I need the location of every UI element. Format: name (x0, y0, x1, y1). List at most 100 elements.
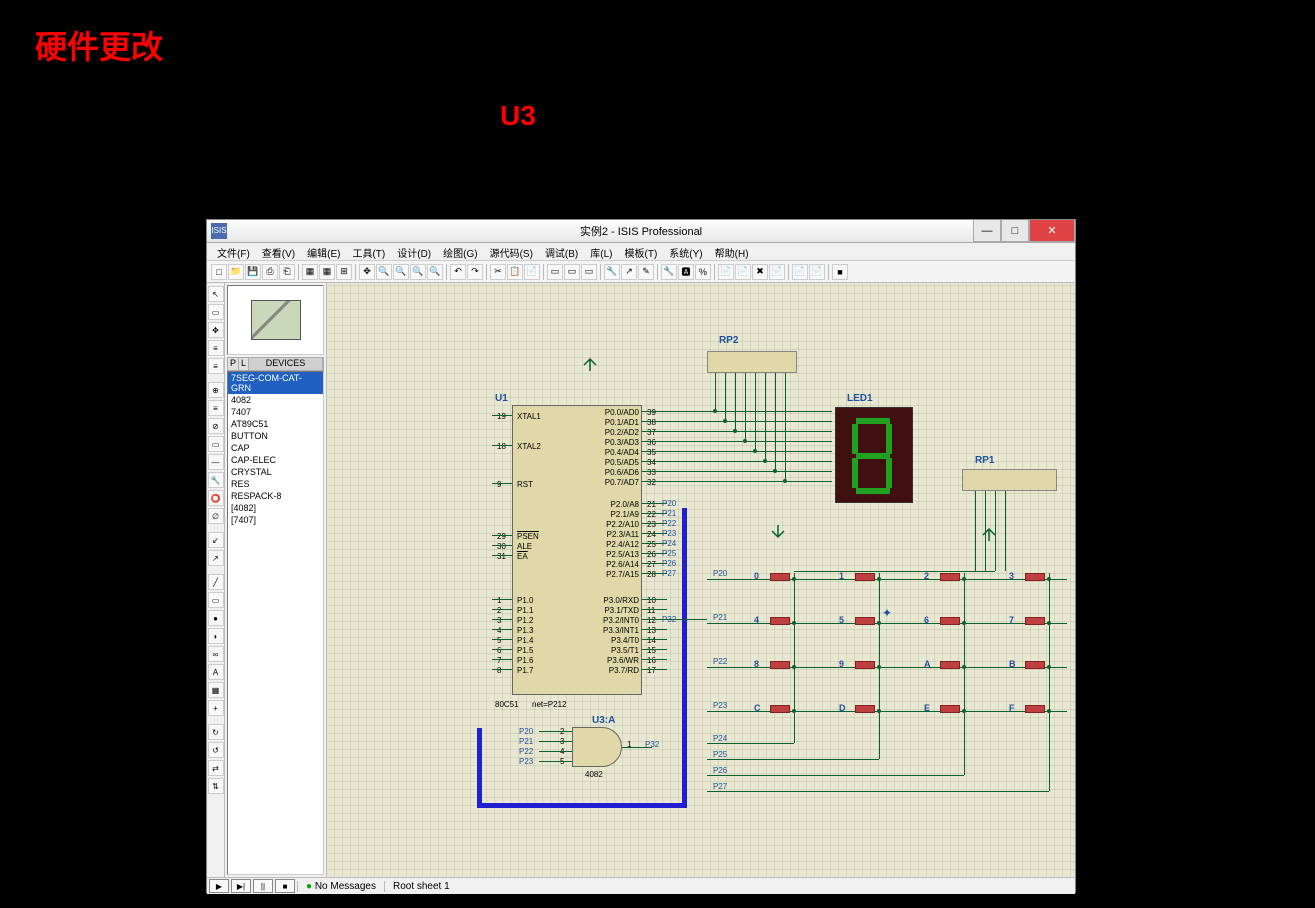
toolbar-button[interactable]: ⎙ (262, 264, 278, 280)
device-item[interactable]: CRYSTAL (228, 466, 323, 478)
toolbar-button[interactable]: ✂ (490, 264, 506, 280)
toolbar-button[interactable]: 🔍 (376, 264, 392, 280)
toolbar-button[interactable]: ↗ (621, 264, 637, 280)
toolbar-button[interactable]: ▭ (581, 264, 597, 280)
keypad-button[interactable]: A (932, 661, 960, 675)
mode-button[interactable]: ⊘ (208, 418, 224, 434)
mode-button[interactable]: ≡ (208, 400, 224, 416)
device-item[interactable]: 4082 (228, 394, 323, 406)
header-devices[interactable]: DEVICES (249, 358, 323, 370)
mode-button[interactable]: ⊕ (208, 382, 224, 398)
mode-button[interactable]: ↻ (208, 724, 224, 740)
keypad-button[interactable]: 9 (847, 661, 875, 675)
sim-play[interactable]: ▶ (209, 879, 229, 893)
toolbar-button[interactable]: 🔍 (410, 264, 426, 280)
sim-pause[interactable]: || (253, 879, 273, 893)
keypad-button[interactable]: E (932, 705, 960, 719)
keypad-button[interactable]: F (1017, 705, 1045, 719)
menu-item[interactable]: 帮助(H) (709, 243, 755, 260)
mode-button[interactable]: ╱ (208, 574, 224, 590)
menu-item[interactable]: 系统(Y) (663, 243, 708, 260)
toolbar-button[interactable]: 💾 (245, 264, 261, 280)
mode-button[interactable]: ↖ (208, 286, 224, 302)
device-item[interactable]: RES (228, 478, 323, 490)
device-item[interactable]: [7407] (228, 514, 323, 526)
keypad-button[interactable]: C (762, 705, 790, 719)
keypad-button[interactable]: D (847, 705, 875, 719)
toolbar-button[interactable]: ↷ (467, 264, 483, 280)
toolbar-button[interactable]: 🔍 (427, 264, 443, 280)
mode-button[interactable]: ▭ (208, 436, 224, 452)
menu-item[interactable]: 源代码(S) (484, 243, 539, 260)
keypad-button[interactable]: 4 (762, 617, 790, 631)
overview[interactable] (227, 285, 324, 355)
toolbar-button[interactable]: ▭ (547, 264, 563, 280)
mode-button[interactable]: ◗ (208, 628, 224, 644)
toolbar-button[interactable]: ✎ (638, 264, 654, 280)
toolbar-button[interactable]: 📁 (228, 264, 244, 280)
rp1-body[interactable] (962, 469, 1057, 491)
toolbar-button[interactable]: ⎗ (279, 264, 295, 280)
toolbar-button[interactable]: 🔍 (393, 264, 409, 280)
toolbar-button[interactable]: ↶ (450, 264, 466, 280)
mode-button[interactable]: ✥ (208, 322, 224, 338)
menu-item[interactable]: 编辑(E) (301, 243, 346, 260)
mode-button[interactable]: — (208, 454, 224, 470)
toolbar-button[interactable]: 🔧 (604, 264, 620, 280)
mode-button[interactable]: ▭ (208, 592, 224, 608)
keypad-button[interactable]: 7 (1017, 617, 1045, 631)
toolbar-button[interactable]: 📄 (735, 264, 751, 280)
toolbar-button[interactable]: 📄 (809, 264, 825, 280)
device-item[interactable]: [4082] (228, 502, 323, 514)
device-list[interactable]: 7SEG-COM-CAT-GRN40827407AT89C51BUTTONCAP… (227, 371, 324, 875)
header-p[interactable]: P (228, 358, 239, 370)
mode-button[interactable]: 🔧 (208, 472, 224, 488)
sim-stop[interactable]: ■ (275, 879, 295, 893)
device-item[interactable]: BUTTON (228, 430, 323, 442)
keypad-button[interactable]: 2 (932, 573, 960, 587)
menu-item[interactable]: 模板(T) (619, 243, 664, 260)
toolbar-button[interactable]: 🅰 (678, 264, 694, 280)
toolbar-button[interactable]: ■ (832, 264, 848, 280)
toolbar-button[interactable]: ▦ (302, 264, 318, 280)
keypad-button[interactable]: 0 (762, 573, 790, 587)
mode-button[interactable]: ∅ (208, 508, 224, 524)
toolbar-button[interactable]: 📄 (718, 264, 734, 280)
menu-item[interactable]: 查看(V) (256, 243, 301, 260)
toolbar-button[interactable]: 📄 (769, 264, 785, 280)
mode-button[interactable]: ↗ (208, 550, 224, 566)
keypad-button[interactable]: 6 (932, 617, 960, 631)
keypad-button[interactable]: 5 (847, 617, 875, 631)
toolbar-button[interactable]: 🔧 (661, 264, 677, 280)
schematic-canvas[interactable]: U1 80C51 net=P212 RP2 LED1 RP1 U3: (327, 283, 1075, 877)
mode-button[interactable]: ⇅ (208, 778, 224, 794)
device-item[interactable]: CAP (228, 442, 323, 454)
mode-button[interactable]: ∞ (208, 646, 224, 662)
menu-item[interactable]: 绘图(G) (437, 243, 483, 260)
toolbar-button[interactable]: 📋 (507, 264, 523, 280)
toolbar-button[interactable]: 📄 (792, 264, 808, 280)
mode-button[interactable]: ↙ (208, 532, 224, 548)
mode-button[interactable]: ↺ (208, 742, 224, 758)
keypad-button[interactable]: B (1017, 661, 1045, 675)
mode-button[interactable]: + (208, 700, 224, 716)
menu-item[interactable]: 文件(F) (211, 243, 256, 260)
menu-item[interactable]: 工具(T) (346, 243, 391, 260)
mode-button[interactable]: ▭ (208, 304, 224, 320)
device-item[interactable]: 7SEG-COM-CAT-GRN (228, 372, 323, 394)
mode-button[interactable]: A (208, 664, 224, 680)
device-item[interactable]: 7407 (228, 406, 323, 418)
keypad-button[interactable]: 1 (847, 573, 875, 587)
toolbar-button[interactable]: ▭ (564, 264, 580, 280)
toolbar-button[interactable]: ✥ (359, 264, 375, 280)
toolbar-button[interactable]: □ (211, 264, 227, 280)
keypad-button[interactable]: 3 (1017, 573, 1045, 587)
u3-body[interactable] (572, 727, 622, 767)
minimize-button[interactable]: — (973, 220, 1001, 242)
toolbar-button[interactable]: ✖ (752, 264, 768, 280)
header-l[interactable]: L (239, 358, 249, 370)
keypad-button[interactable]: 8 (762, 661, 790, 675)
toolbar-button[interactable]: ▦ (319, 264, 335, 280)
maximize-button[interactable]: □ (1001, 220, 1029, 242)
menu-item[interactable]: 设计(D) (391, 243, 437, 260)
